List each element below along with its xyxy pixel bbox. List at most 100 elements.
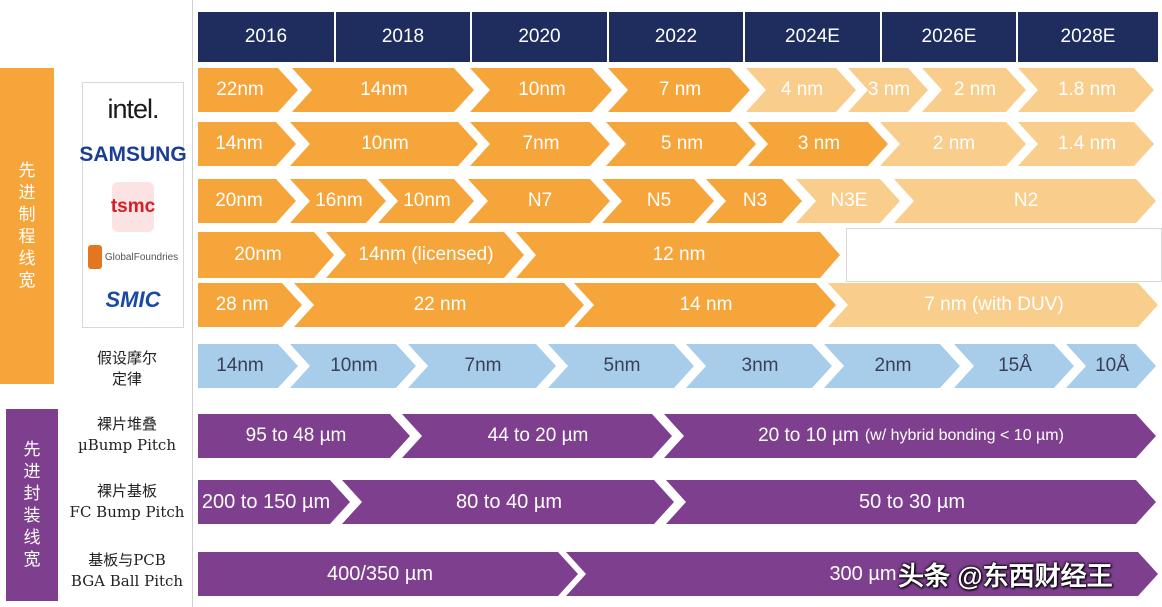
chevron-bga: 400/350 µm xyxy=(198,552,578,596)
chevron-label: 95 to 48 µm xyxy=(245,425,347,446)
globalfoundries-logo: GlobalFoundries xyxy=(83,239,183,275)
chevron-label: 20nm xyxy=(234,244,282,265)
chevron-label: N3 xyxy=(742,190,768,211)
category-char: 进 xyxy=(18,183,36,203)
chevron-label: 2 nm xyxy=(953,79,997,100)
chevron-label: 14nm (licensed) xyxy=(358,244,494,265)
chevron-moore: 10nm xyxy=(290,344,416,388)
row-label-fcbump: 裸片基板 FC Bump Pitch xyxy=(62,481,192,523)
chevron-moore: 2nm xyxy=(824,344,960,388)
chevron-label: 22 nm xyxy=(413,294,467,315)
category-char: 程 xyxy=(18,227,36,247)
chevron-label: N2 xyxy=(1013,190,1039,211)
chevron-label: 3 nm xyxy=(867,79,911,100)
category-char: 装 xyxy=(23,506,41,526)
chevron-intel: 3 nm xyxy=(848,68,928,112)
category-char: 先 xyxy=(23,440,41,460)
row-label-line: BGA Ball Pitch xyxy=(70,572,184,590)
chevron-intel: 14nm xyxy=(292,68,474,112)
chevron-label: 5nm xyxy=(603,355,641,376)
chevron-intel: 10nm xyxy=(470,68,612,112)
chevron-intel: 7 nm xyxy=(608,68,750,112)
chevron-label: 300 µm xyxy=(829,562,897,585)
chevron-label: 20 to 10 µm xyxy=(758,425,859,446)
watermark: 头条 @东西财经王 xyxy=(898,561,1113,591)
chevron-label: 44 to 20 µm xyxy=(487,425,589,446)
chevron-label: 16nm xyxy=(315,190,363,211)
tsmc-text: tsmc xyxy=(110,196,156,217)
chevron-label: 20nm xyxy=(215,190,263,211)
chevron-moore: 15Å xyxy=(954,344,1074,388)
samsung-logo: SAMSUNG xyxy=(79,143,187,166)
chevron-label: 2nm xyxy=(874,355,912,376)
year-2028e: 2028E xyxy=(1018,12,1158,62)
year-2022: 2022 xyxy=(609,12,745,62)
chevron-label: 15Å xyxy=(998,355,1032,376)
chevron-label: 10nm xyxy=(403,190,451,211)
chevron-samsung: 7nm xyxy=(470,122,610,166)
chevron-label: 28 nm xyxy=(215,294,269,315)
row-label-line: 定律 xyxy=(111,370,142,388)
globalfoundries-mark-icon xyxy=(87,245,102,269)
chevron-globalfoundries: 12 nm xyxy=(516,232,840,278)
smic-logo: SMIC xyxy=(105,287,161,312)
row-label-line: µBump Pitch xyxy=(77,436,176,454)
chevron-tsmc: N3 xyxy=(706,179,802,223)
chevron-moore: 10Å xyxy=(1066,344,1156,388)
chevron-smic: 14 nm xyxy=(574,283,836,327)
chevron-moore: 5nm xyxy=(548,344,694,388)
category-char: 进 xyxy=(23,462,41,482)
category-char: 封 xyxy=(23,484,41,504)
chevron-tsmc: N2 xyxy=(894,179,1156,223)
chevron-label: 14nm xyxy=(216,355,264,376)
chevron-label: 10Å xyxy=(1095,355,1129,376)
chevron-samsung: 5 nm xyxy=(606,122,756,166)
chevron-tsmc: 16nm xyxy=(290,179,386,223)
chevron-moore: 3nm xyxy=(686,344,832,388)
row-label-bga: 基板与PCB BGA Ball Pitch xyxy=(62,550,192,592)
chevron-label: 4 nm xyxy=(780,79,824,100)
chevron-label: 5 nm xyxy=(660,133,704,154)
chevron-globalfoundries: 20nm xyxy=(198,232,334,278)
chevron-label: 14nm xyxy=(215,133,263,154)
intel-logo: intel. xyxy=(107,93,159,124)
chevron-label: 200 to 150 µm xyxy=(201,490,331,513)
chevron-label: N7 xyxy=(527,190,553,211)
category-char: 宽 xyxy=(23,550,41,570)
chevron-tsmc: 10nm xyxy=(378,179,474,223)
chevron-label: 80 to 40 µm xyxy=(455,490,563,513)
chevron-label: 10nm xyxy=(330,355,378,376)
chevron-fcbump: 50 to 30 µm xyxy=(666,480,1156,524)
chevron-label: 2 nm xyxy=(932,133,976,154)
chevron-label: 1.8 nm xyxy=(1057,79,1117,100)
category-char: 宽 xyxy=(18,271,36,291)
row-label-moore: 假设摩尔 定律 xyxy=(62,348,192,390)
globalfoundries-end-box xyxy=(846,228,1162,282)
chevron-label: 7nm xyxy=(522,133,560,154)
category-char: 先 xyxy=(18,161,36,181)
category-packaging: 先 进 封 装 线 宽 xyxy=(6,409,58,601)
chevron-label: 7 nm xyxy=(658,79,702,100)
chevron-fcbump: 200 to 150 µm xyxy=(198,480,350,524)
chevron-bga: 300 µm xyxy=(566,552,1158,596)
year-2016: 2016 xyxy=(198,12,336,62)
chevron-tsmc: N3E xyxy=(796,179,900,223)
chevron-label: 1.4 nm xyxy=(1057,133,1117,154)
category-char: 制 xyxy=(18,205,36,225)
row-label-line: 裸片堆叠 xyxy=(96,415,157,433)
chevron-samsung: 3 nm xyxy=(748,122,888,166)
chevron-intel: 4 nm xyxy=(746,68,856,112)
row-label-line: 基板与PCB xyxy=(88,551,166,569)
year-2018: 2018 xyxy=(336,12,472,62)
year-2020: 2020 xyxy=(472,12,609,62)
chevron-label: 12 nm xyxy=(652,244,706,265)
chevron-label: 10nm xyxy=(361,133,409,154)
chevron-ubump: 20 to 10 µm (w/ hybrid bonding < 10 µm) xyxy=(664,414,1156,458)
chevron-label: 14nm xyxy=(360,79,408,100)
chevron-samsung: 2 nm xyxy=(880,122,1026,166)
category-process: 先 进 制 程 线 宽 xyxy=(0,68,54,384)
chevron-tsmc: N7 xyxy=(468,179,610,223)
chevron-smic: 7 nm (with DUV) xyxy=(828,283,1158,327)
chevron-smic: 22 nm xyxy=(294,283,584,327)
chevron-label: 10nm xyxy=(518,79,566,100)
